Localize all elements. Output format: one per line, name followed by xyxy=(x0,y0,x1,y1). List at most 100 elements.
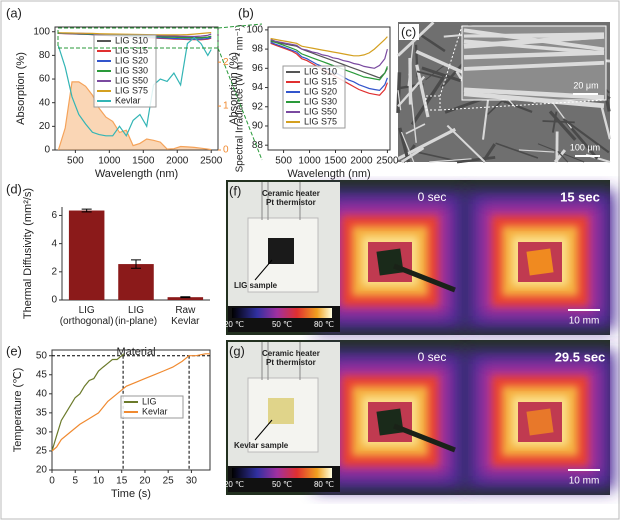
photo-sample xyxy=(268,398,294,424)
line-series xyxy=(270,38,388,69)
photo-wires xyxy=(261,342,301,380)
sem-fiber xyxy=(548,110,577,141)
time-label: 15 sec xyxy=(560,189,600,204)
legend-label: LIG S50 xyxy=(304,106,337,116)
y-tick-label: 98 xyxy=(252,44,264,55)
scale-label: 20 μm xyxy=(573,80,598,90)
line-series xyxy=(270,36,388,57)
sample xyxy=(376,248,404,276)
legend-label: LIG S10 xyxy=(115,35,148,45)
photo-label: Kevlar sample xyxy=(234,441,289,450)
x-tick-label: 500 xyxy=(67,156,84,167)
y-tick-label: 25 xyxy=(36,446,48,457)
sem-fiber xyxy=(421,66,461,83)
y-tick-label: 60 xyxy=(39,74,51,85)
colorbar-label: 50 ℃ xyxy=(272,320,292,329)
panel-label: (b) xyxy=(238,5,254,20)
time-label: 0 sec xyxy=(418,350,447,364)
y2-tick-label: 0 xyxy=(223,145,229,156)
x-tick-label: 1500 xyxy=(324,156,347,167)
error-bar xyxy=(180,296,191,299)
y-tick-label: 0 xyxy=(44,145,50,156)
sem-fiber xyxy=(600,106,612,140)
sem-image: (c) 20 μm 100 μm xyxy=(396,21,612,164)
sem-fiber xyxy=(495,142,539,159)
y-tick-label: 92 xyxy=(252,101,264,112)
legend-label: LIG S30 xyxy=(304,96,337,106)
y-tick-label: 100 xyxy=(33,26,50,37)
panel-label: (a) xyxy=(6,5,22,20)
y-tick-label: 0 xyxy=(51,295,57,306)
x-tick-label: 500 xyxy=(275,156,292,167)
probe xyxy=(393,263,456,293)
scale-label: 10 mm xyxy=(569,476,600,487)
x-tick-label: 2000 xyxy=(166,156,189,167)
sem-fiber xyxy=(429,158,472,163)
y-axis-title: Absorption (%) xyxy=(15,52,27,125)
legend-label: Kevlar xyxy=(115,95,141,105)
sem-inset-fiber xyxy=(463,60,605,71)
sample xyxy=(526,248,554,276)
x-axis-title: Wavelength (nm) xyxy=(95,168,178,180)
sem-fiber xyxy=(405,123,426,135)
sem-inset-fiber xyxy=(463,33,605,49)
y-tick-label: 96 xyxy=(252,63,264,74)
panel-label: (e) xyxy=(6,343,22,358)
photo-pointer xyxy=(254,259,273,281)
y-tick-label: 90 xyxy=(252,121,264,132)
photo-sample xyxy=(268,238,294,264)
legend-label: LIG S15 xyxy=(115,45,148,55)
area-series xyxy=(57,81,212,151)
y-tick-label: 45 xyxy=(36,369,48,380)
y-tick-label: 30 xyxy=(36,427,48,438)
y-tick-label: 4 xyxy=(51,238,57,249)
x-tick-label: 5 xyxy=(72,476,78,487)
bar xyxy=(118,264,154,300)
y-axis-title: Temperature (℃) xyxy=(12,368,24,453)
scale-label: 10 mm xyxy=(569,316,600,327)
y-axis-title: Thermal Diffusivity (mm²/s) xyxy=(22,188,34,319)
photo-label: Ceramic heater xyxy=(262,189,320,198)
y-tick-label: 35 xyxy=(36,407,48,418)
y2-axis-title: Spectral Irradiance (W m⁻² nm⁻¹) xyxy=(235,25,246,173)
colorbar-label: 80 ℃ xyxy=(314,320,334,329)
colorbar xyxy=(232,308,332,318)
legend-label: LIG S15 xyxy=(304,76,337,86)
panel-label: (c) xyxy=(401,24,416,39)
y-tick-label: 40 xyxy=(36,388,48,399)
bar xyxy=(68,210,105,300)
y-tick-label: 40 xyxy=(39,97,51,108)
plot-frame xyxy=(267,26,391,151)
y-tick-label: 20 xyxy=(36,465,48,476)
time-label: 29.5 sec xyxy=(555,349,606,364)
bar xyxy=(167,297,204,300)
plot-frame xyxy=(51,349,211,471)
photo-pointer xyxy=(254,419,273,441)
x-axis-title: Wavelength (nm) xyxy=(287,168,370,180)
x-tick-label: 1500 xyxy=(132,156,155,167)
legend-label: LIG S20 xyxy=(304,86,337,96)
sem-fiber xyxy=(446,124,486,163)
error-bar xyxy=(131,259,141,269)
sem-fiber xyxy=(415,64,430,118)
photo-wires xyxy=(261,182,301,220)
sem-fiber xyxy=(456,156,496,164)
colorbar-label: 50 ℃ xyxy=(272,480,292,489)
x-tick-label: 15 xyxy=(116,476,128,487)
zoom-connector xyxy=(217,23,263,161)
y-tick-label: 20 xyxy=(39,121,51,132)
sem-fiber xyxy=(415,49,469,76)
colorbar-label: 80 ℃ xyxy=(314,480,334,489)
y-tick-label: 88 xyxy=(252,140,264,151)
y2-tick-label: 1 xyxy=(223,101,229,112)
legend-label: LIG S75 xyxy=(115,85,148,95)
x-tick-label: 25 xyxy=(163,476,175,487)
sample xyxy=(526,408,554,436)
legend-label: LIG S50 xyxy=(115,75,148,85)
legend-box xyxy=(282,65,346,129)
photo-label: Pt thermistor xyxy=(266,358,316,367)
line-series xyxy=(270,39,388,81)
